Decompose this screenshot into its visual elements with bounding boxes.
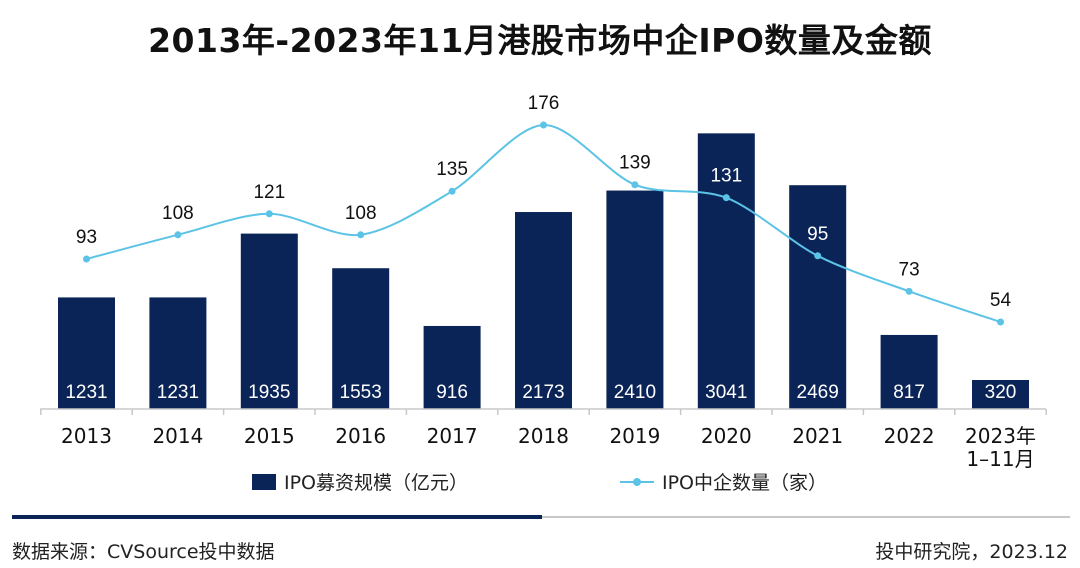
x-tick-label-0: 2013 <box>61 424 112 448</box>
line-point-8[interactable] <box>814 252 822 260</box>
credit-note: 投中研究院，2023.12 <box>875 541 1068 563</box>
line-point-5[interactable] <box>540 121 547 129</box>
legend-item-bar[interactable]: IPO募资规模（亿元） <box>252 468 468 495</box>
bar-value-label-0: 1231 <box>65 382 107 403</box>
bar-9[interactable] <box>880 334 938 409</box>
x-tick-labels: 2013 2014 2015 2016 2017 2018 2019 2020 2021 2022… <box>61 424 1036 468</box>
line-value-label-4: 135 <box>436 159 468 180</box>
bar-value-label-1: 1231 <box>157 382 199 403</box>
legend-bar-label: IPO募资规模（亿元） <box>284 472 469 494</box>
line-point-7[interactable] <box>722 194 730 202</box>
line-value-label-9: 73 <box>899 259 920 280</box>
x-tick-label-1: 2014 <box>152 424 203 448</box>
line-value-label-3: 108 <box>345 203 377 224</box>
bar-1[interactable] <box>149 297 207 409</box>
line-point-4[interactable] <box>448 187 456 195</box>
line-value-label-7: 131 <box>710 166 742 187</box>
bar-value-label-2: 1935 <box>248 382 290 403</box>
x-tick-label-9: 2022 <box>884 424 935 448</box>
bar-4[interactable] <box>423 325 481 409</box>
bar-value-label-3: 1553 <box>340 382 382 403</box>
bar-5[interactable] <box>515 212 572 409</box>
line-points <box>83 121 1004 326</box>
footer-divider <box>542 516 1070 518</box>
x-tick-label-2: 2015 <box>244 424 295 448</box>
bar-3[interactable] <box>332 268 390 409</box>
line-value-label-6: 139 <box>619 153 651 174</box>
line-point-6[interactable] <box>631 181 639 189</box>
x-tick-marks <box>40 409 1047 415</box>
bar-value-label-8: 2469 <box>797 382 839 403</box>
bar-value-label-6: 2410 <box>614 382 656 403</box>
bar-value-label-7: 3041 <box>705 382 747 403</box>
line-point-2[interactable] <box>265 210 273 218</box>
chart-title: 2013年-2023年11月港股市场中企IPO数量及金额 <box>148 21 932 60</box>
x-tick-label-3: 2016 <box>335 424 386 448</box>
line-point-0[interactable] <box>83 255 90 263</box>
x-tick-label-10: 2023年 1–11月 <box>965 424 1036 468</box>
bar-value-label-5: 2173 <box>522 382 564 403</box>
x-tick-label-8: 2021 <box>792 424 843 448</box>
bar-0[interactable] <box>58 297 115 409</box>
bar-value-label-4: 916 <box>436 382 468 403</box>
line-point-10[interactable] <box>997 318 1004 326</box>
x-tick-label-6: 2019 <box>609 424 660 448</box>
line-point-9[interactable] <box>905 287 913 295</box>
x-tick-label-7: 2020 <box>701 424 752 448</box>
legend-bar-swatch <box>252 473 276 490</box>
bar-8[interactable] <box>789 185 847 409</box>
bar-6[interactable] <box>606 190 664 409</box>
legend-line-label: IPO中企数量（家） <box>662 472 828 494</box>
line-point-3[interactable] <box>357 231 365 239</box>
footer-divider-accent <box>12 515 542 519</box>
bar-10[interactable] <box>972 379 1029 409</box>
line-point-labels: 93 108 121 108 135 176 139 131 95 73 54 <box>76 93 1012 311</box>
source-note: 数据来源：CVSource投中数据 <box>12 541 275 563</box>
legend-line-swatch <box>620 474 654 490</box>
bars-layer <box>58 133 1029 409</box>
bar-value-label-10: 320 <box>985 382 1017 403</box>
bar-value-label-9: 817 <box>893 382 925 403</box>
x-tick-label-4: 2017 <box>427 424 478 448</box>
legend-item-line[interactable]: IPO中企数量（家） <box>620 468 827 495</box>
chart-area: 1231 1231 1935 1553 916 2173 2410 3041 2469 817 32… <box>40 93 1047 468</box>
line-point-1[interactable] <box>174 231 182 239</box>
bar-labels-layer: 1231 1231 1935 1553 916 2173 2410 3041 2469 817 32… <box>65 382 1016 403</box>
x-tick-label-5: 2018 <box>518 424 569 448</box>
line-value-label-5: 176 <box>528 93 560 114</box>
legend: IPO募资规模（亿元） IPO中企数量（家） <box>0 468 1080 494</box>
line-value-label-8: 95 <box>807 224 828 245</box>
line-value-label-1: 108 <box>162 203 194 224</box>
line-value-label-0: 93 <box>76 227 97 248</box>
line-value-label-2: 121 <box>253 182 285 203</box>
bar-7[interactable] <box>697 133 755 409</box>
bar-2[interactable] <box>240 233 298 409</box>
line-value-label-10: 54 <box>990 290 1012 311</box>
